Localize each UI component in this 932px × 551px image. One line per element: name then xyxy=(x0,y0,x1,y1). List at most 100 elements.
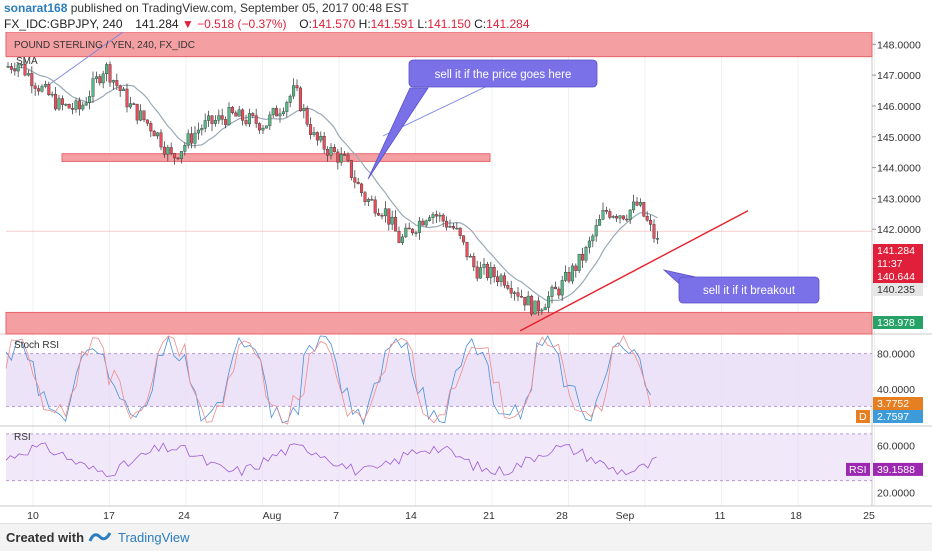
candle xyxy=(462,235,466,243)
candle xyxy=(33,85,37,89)
stoch-band xyxy=(6,353,872,407)
candle xyxy=(445,220,449,228)
candle xyxy=(625,218,629,221)
candle xyxy=(499,275,503,283)
candle xyxy=(30,73,34,87)
price-tag-label: 140.644 xyxy=(877,271,915,283)
candle xyxy=(200,128,204,131)
rsi-label-tag xyxy=(846,462,870,476)
candle xyxy=(213,120,217,124)
candle xyxy=(540,309,544,312)
candle xyxy=(74,100,78,110)
y-tick-label: 148.0000 xyxy=(877,39,921,51)
rsi-label: RSI xyxy=(849,464,867,476)
candle xyxy=(47,84,51,96)
author-link[interactable]: sonarat168 xyxy=(4,1,68,15)
x-tick-label: 11 xyxy=(715,510,726,522)
stoch-letter-tag xyxy=(856,410,870,423)
trend-line xyxy=(519,210,749,332)
candle xyxy=(173,153,177,159)
price-tag xyxy=(873,283,923,296)
candle xyxy=(455,227,459,230)
candle xyxy=(380,215,384,217)
x-tick-label: 25 xyxy=(863,510,875,522)
candle xyxy=(169,147,173,154)
candle xyxy=(482,263,486,268)
candle xyxy=(611,216,615,218)
candle xyxy=(254,115,258,124)
candle xyxy=(414,232,418,234)
stoch-y-label: 40.0000 xyxy=(877,384,915,396)
candle xyxy=(145,119,149,124)
candle xyxy=(241,109,245,121)
candle xyxy=(71,108,75,110)
candle xyxy=(621,215,625,220)
y-tick-label: 142.0000 xyxy=(877,224,921,236)
candle xyxy=(54,93,58,110)
price-tag-label: 141.284 xyxy=(877,245,915,257)
candle xyxy=(224,119,228,125)
x-tick-label: 17 xyxy=(103,510,115,522)
low-value: 141.150 xyxy=(427,17,471,31)
candle xyxy=(557,288,561,296)
chart-canvas[interactable]: 80.000040.00003.77522.7597D60.000040.000… xyxy=(0,32,932,523)
candle xyxy=(176,157,180,160)
rsi-tag xyxy=(873,462,923,476)
candle xyxy=(458,227,462,236)
candle xyxy=(57,98,61,110)
candle xyxy=(404,227,408,238)
y-tick-label: 144.0000 xyxy=(877,163,921,175)
callout-sell-here: sell it if the price goes here xyxy=(367,59,598,180)
candle xyxy=(560,280,564,296)
candle xyxy=(302,108,306,112)
candle xyxy=(356,181,360,185)
candle xyxy=(339,154,343,163)
candle xyxy=(635,201,639,206)
candle xyxy=(523,296,527,306)
candle xyxy=(139,110,143,121)
candle xyxy=(40,86,44,92)
candle xyxy=(366,199,370,202)
candle xyxy=(387,208,391,225)
candle xyxy=(424,220,428,226)
candle xyxy=(377,212,381,216)
candle xyxy=(203,120,207,129)
candle xyxy=(598,219,602,226)
candle xyxy=(594,225,598,237)
candle xyxy=(268,114,272,126)
x-tick-label: 28 xyxy=(556,510,568,522)
stoch-y-label: 80.0000 xyxy=(877,349,915,361)
candle xyxy=(465,241,469,258)
candle xyxy=(390,216,394,225)
resistance-top-zone xyxy=(5,32,873,58)
candle xyxy=(489,267,493,278)
price-tag xyxy=(873,244,923,257)
candle xyxy=(220,115,224,120)
candle xyxy=(652,224,656,239)
candle xyxy=(513,292,517,294)
candle xyxy=(111,80,115,83)
sma-label: SMA xyxy=(16,56,38,67)
candle xyxy=(162,146,166,155)
candle xyxy=(26,73,30,76)
candle xyxy=(346,154,350,161)
price-tag-label: 140.235 xyxy=(877,284,915,296)
candle xyxy=(183,145,187,152)
candle xyxy=(394,216,398,232)
candle xyxy=(6,66,10,68)
candle xyxy=(156,132,160,137)
high-label: H: xyxy=(358,17,371,31)
candle xyxy=(13,69,17,72)
x-tick-label: Aug xyxy=(263,510,282,522)
candle xyxy=(536,300,540,312)
candle xyxy=(615,216,619,219)
candle xyxy=(210,115,214,124)
candle xyxy=(77,100,81,110)
candle xyxy=(370,199,374,201)
candle xyxy=(451,225,455,229)
tradingview-brand[interactable]: TradingView xyxy=(118,530,190,545)
candle xyxy=(343,154,347,156)
candle xyxy=(60,98,64,105)
price-tag xyxy=(873,257,923,270)
candle xyxy=(485,263,489,278)
